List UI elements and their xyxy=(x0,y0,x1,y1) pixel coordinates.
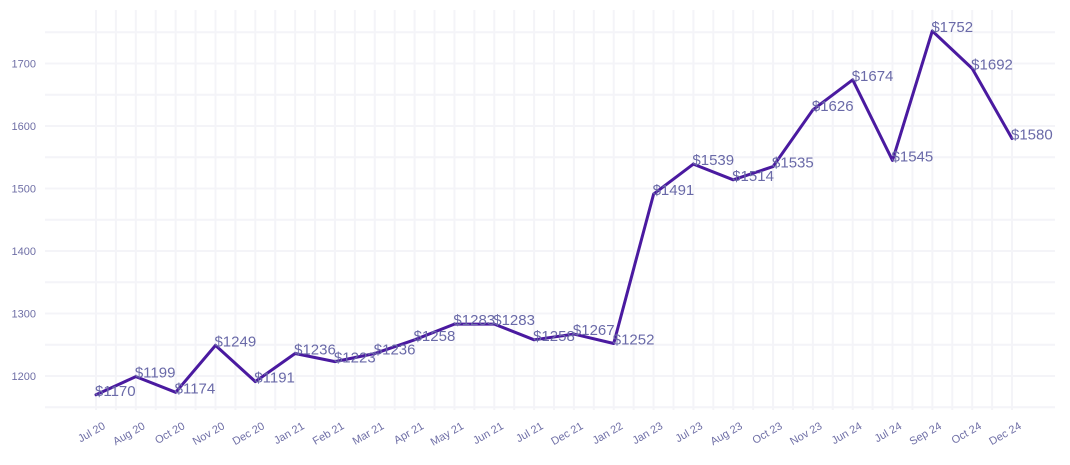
data-label: $1236 xyxy=(294,342,336,359)
data-label: $1236 xyxy=(374,342,416,359)
data-label: $1267 xyxy=(573,322,615,339)
data-label: $1545 xyxy=(892,148,934,165)
x-tick-label: Feb 21 xyxy=(311,420,347,448)
y-tick-label: 1200 xyxy=(12,371,36,383)
x-tick-label: Jan 23 xyxy=(630,420,665,447)
y-tick-label: 1300 xyxy=(12,309,36,321)
x-axis: Jul 20 Aug 20 Oct 20 Nov 20 Dec 20 Jan 21 Feb … xyxy=(76,420,1023,448)
x-tick-label: Dec 20 xyxy=(231,420,267,448)
x-tick-label: Dec 24 xyxy=(987,420,1023,448)
x-tick-label: Aug 20 xyxy=(111,420,147,448)
data-label: $1283 xyxy=(493,312,535,329)
series-line xyxy=(94,29,1014,397)
y-tick-label: 1400 xyxy=(12,246,36,258)
data-labels: $1170$1199$1174 $1249 $1191 $1236$1223$1236… xyxy=(95,19,1053,400)
data-label: $1258 xyxy=(414,328,456,345)
x-tick-label: Aug 23 xyxy=(709,420,745,448)
y-axis: 1200 1300 1400 1500 1600 1700 xyxy=(12,59,36,384)
x-tick-label: Jan 22 xyxy=(591,420,626,447)
data-label: $1174 xyxy=(175,380,216,397)
data-label: $1752 xyxy=(931,19,973,36)
x-tick-label: Mar 21 xyxy=(351,420,387,448)
x-tick-label: May 21 xyxy=(429,420,466,448)
data-label: $1514 xyxy=(732,168,774,185)
x-tick-label: Jul 24 xyxy=(873,420,904,445)
data-label: $1252 xyxy=(613,332,655,349)
x-tick-label: Oct 23 xyxy=(750,420,784,447)
x-tick-label: Jan 21 xyxy=(272,420,307,447)
x-tick-label: Oct 24 xyxy=(950,420,984,447)
data-label: $1692 xyxy=(971,57,1013,74)
x-tick-label: Jul 20 xyxy=(76,420,107,445)
data-label: $1170 xyxy=(95,383,136,400)
x-tick-label: Dec 21 xyxy=(549,420,585,448)
x-tick-label: Nov 20 xyxy=(191,420,227,448)
x-tick-label: Nov 23 xyxy=(788,420,824,448)
data-label: $1539 xyxy=(692,152,734,169)
data-label: $1249 xyxy=(214,333,256,350)
data-label: $1283 xyxy=(453,312,495,329)
data-label: $1491 xyxy=(653,182,695,199)
data-label: $1580 xyxy=(1011,127,1053,144)
data-label: $1674 xyxy=(852,68,894,85)
x-tick-label: Jul 23 xyxy=(673,420,704,445)
grid xyxy=(45,10,1055,410)
data-label: $1626 xyxy=(812,98,854,115)
x-tick-label: Jun 21 xyxy=(471,420,506,447)
y-tick-label: 1700 xyxy=(12,59,36,71)
x-tick-label: Jul 21 xyxy=(514,420,545,445)
x-tick-label: Apr 21 xyxy=(392,420,426,447)
y-tick-label: 1500 xyxy=(12,184,36,196)
x-tick-label: Jun 24 xyxy=(830,420,865,447)
y-tick-label: 1600 xyxy=(12,121,36,133)
data-label: $1258 xyxy=(533,328,575,345)
x-tick-label: Oct 20 xyxy=(153,420,187,447)
x-tick-label: Sep 24 xyxy=(908,420,944,448)
data-label: $1223 xyxy=(334,350,376,367)
data-label: $1199 xyxy=(135,365,176,382)
data-label: $1191 xyxy=(254,370,295,387)
data-label: $1535 xyxy=(772,155,814,172)
